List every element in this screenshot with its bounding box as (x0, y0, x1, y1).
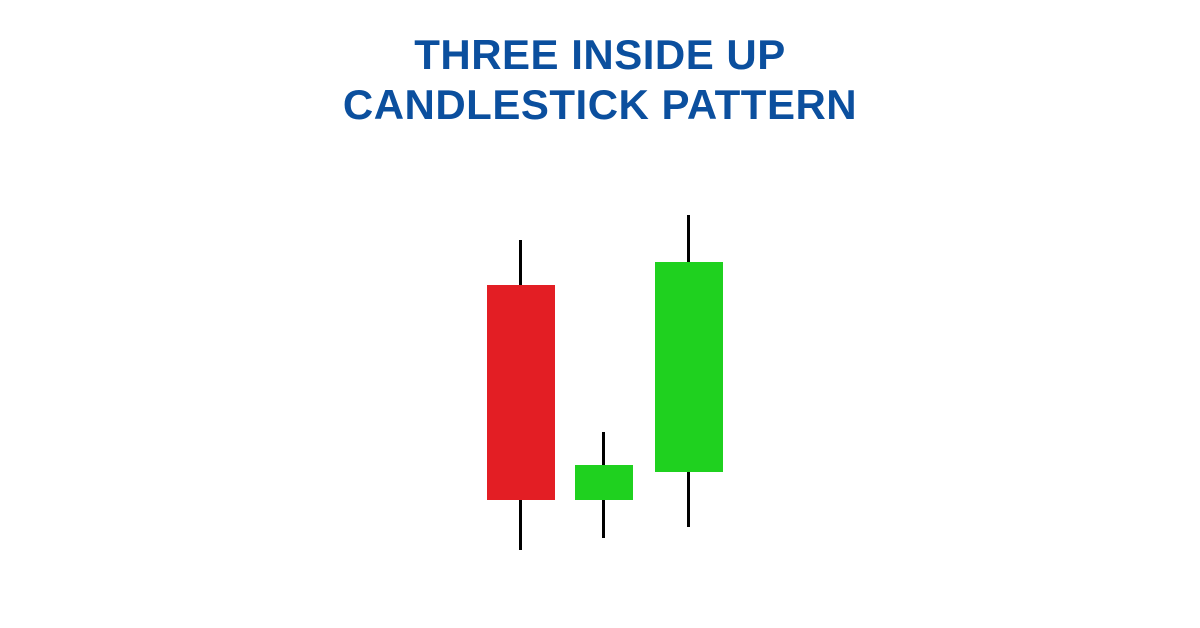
candle-1-body (487, 285, 555, 500)
candle-3-upper-wick (687, 215, 690, 262)
candle-3-lower-wick (687, 472, 690, 527)
candle-2-body (575, 465, 633, 500)
candle-1-lower-wick (519, 500, 522, 550)
candle-2-upper-wick (602, 432, 605, 465)
candle-1-upper-wick (519, 240, 522, 285)
candle-2-lower-wick (602, 500, 605, 538)
candle-3-body (655, 262, 723, 472)
candlestick-chart (0, 0, 1200, 628)
